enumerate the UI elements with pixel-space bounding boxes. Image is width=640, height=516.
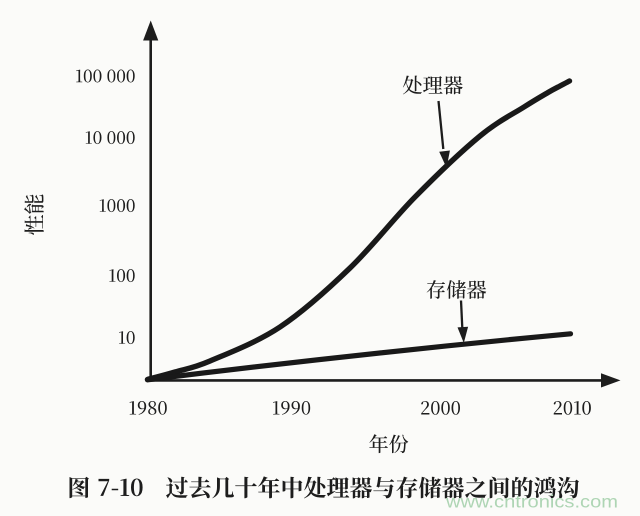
svg-text:www.cntronics.com: www.cntronics.com	[445, 492, 618, 512]
